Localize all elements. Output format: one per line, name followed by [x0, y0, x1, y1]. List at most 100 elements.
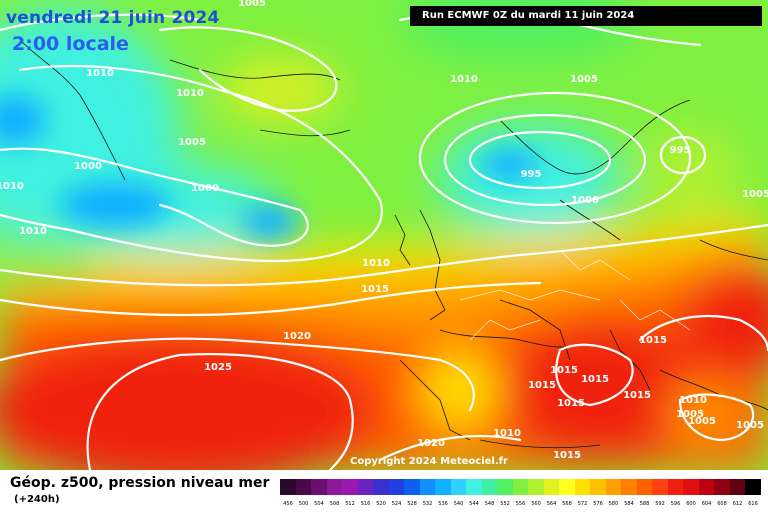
scale-tick-label: 544	[469, 501, 479, 507]
lead-time-label: (+240h)	[14, 494, 60, 505]
color-swatch	[590, 479, 606, 495]
color-swatch	[636, 479, 652, 495]
isobar-label: 1000	[191, 183, 219, 194]
color-swatch	[342, 479, 358, 495]
isobar-label: 1010	[176, 88, 204, 99]
model-run-banner: Run ECMWF 0Z du mardi 11 juin 2024	[410, 6, 762, 26]
color-swatch	[326, 479, 342, 495]
color-swatch	[729, 479, 745, 495]
color-swatch	[543, 479, 559, 495]
isobar-label: 1000	[74, 161, 102, 172]
isobar-label: 1020	[283, 331, 311, 342]
scale-tick-label: 548	[484, 501, 495, 507]
isobar-label: 1005	[178, 137, 206, 148]
color-swatch	[497, 479, 513, 495]
color-swatch	[419, 479, 435, 495]
scale-tick-label: 616	[748, 501, 758, 507]
isobar-label: 1005	[676, 409, 704, 420]
scale-tick-label: 512	[345, 501, 355, 507]
scale-tick-label: 564	[546, 501, 557, 507]
scale-tick-label: 556	[515, 501, 526, 507]
color-swatch	[280, 479, 296, 495]
color-swatch	[621, 479, 637, 495]
scale-tick-label: 568	[562, 501, 572, 507]
isobar-label: 1015	[623, 390, 651, 401]
z500-color-field	[0, 0, 768, 470]
color-swatch	[574, 479, 590, 495]
scale-tick-label: 516	[360, 501, 371, 507]
isobar-label: 1005	[238, 0, 266, 9]
forecast-time: 2:00 locale	[12, 33, 129, 55]
isobar-label: 995	[670, 145, 691, 156]
scale-tick-label: 456	[283, 501, 293, 507]
scale-tick-label: 584	[624, 501, 634, 507]
copyright-text: Copyright 2024 Meteociel.fr	[350, 456, 508, 467]
isobar-label: 1010	[362, 258, 390, 269]
scale-tick-label: 520	[376, 501, 386, 507]
color-swatch	[481, 479, 497, 495]
scale-tick-label: 576	[593, 501, 603, 507]
isobar-label: 1015	[557, 398, 585, 409]
scale-tick-label: 536	[438, 501, 448, 507]
scale-tick-label: 604	[701, 501, 712, 507]
isobar-label: 1015	[528, 380, 556, 391]
color-swatch	[605, 479, 621, 495]
scale-tick-label: 500	[298, 501, 309, 507]
scale-tick-label: 588	[639, 501, 650, 507]
color-swatch	[745, 479, 761, 495]
scale-tick-label: 560	[531, 501, 541, 507]
isobar-label: 1010	[0, 181, 24, 192]
isobar-label: 1015	[361, 284, 389, 295]
color-swatch	[388, 479, 404, 495]
isobar-label: 1015	[581, 374, 609, 385]
color-swatch	[683, 479, 699, 495]
isobar-label: 1010	[450, 74, 478, 85]
color-swatch	[714, 479, 730, 495]
color-swatch	[435, 479, 451, 495]
scale-tick-label: 592	[655, 501, 665, 507]
color-scale	[280, 479, 761, 495]
scale-tick-label: 580	[608, 501, 619, 507]
forecast-date: vendredi 21 juin 2024	[6, 8, 220, 28]
color-swatch	[652, 479, 668, 495]
isobar-label: 1010	[493, 428, 521, 439]
isobar-label: 1010	[19, 226, 47, 237]
color-swatch	[295, 479, 311, 495]
scale-tick-label: 528	[407, 501, 417, 507]
scale-tick-label: 524	[391, 501, 402, 507]
isobar-label: 1005	[688, 416, 716, 427]
scale-tick-label: 596	[670, 501, 681, 507]
scale-tick-label: 504	[314, 501, 324, 507]
color-swatch	[667, 479, 683, 495]
color-swatch	[466, 479, 482, 495]
isobar-label: 1000	[571, 195, 599, 206]
isobar-label: 1015	[553, 450, 581, 461]
color-swatch	[450, 479, 466, 495]
color-swatch	[373, 479, 389, 495]
legend-panel: Géop. z500, pression niveau mer (+240h) …	[0, 470, 768, 512]
scale-tick-label: 532	[422, 501, 433, 507]
scale-tick-label: 600	[686, 501, 696, 507]
color-swatch	[528, 479, 544, 495]
product-label: Géop. z500, pression niveau mer	[10, 475, 270, 491]
color-swatch	[559, 479, 575, 495]
color-swatch	[357, 479, 373, 495]
color-swatch	[404, 479, 420, 495]
scale-tick-label: 540	[453, 501, 464, 507]
isobar-label: 1005	[742, 189, 768, 200]
isobar-label: 1025	[204, 362, 232, 373]
scale-tick-label: 612	[732, 501, 743, 507]
scale-tick-label: 508	[329, 501, 340, 507]
isobar-label: 1020	[417, 438, 445, 449]
color-swatch	[311, 479, 327, 495]
scale-tick-label: 552	[500, 501, 510, 507]
color-swatch	[698, 479, 714, 495]
isobar-label: 1005	[736, 420, 764, 431]
scale-tick-label: 608	[717, 501, 727, 507]
isobar-label: 1015	[550, 365, 578, 376]
isobar-label: 1010	[86, 68, 114, 79]
scale-tick-label: 572	[577, 501, 588, 507]
